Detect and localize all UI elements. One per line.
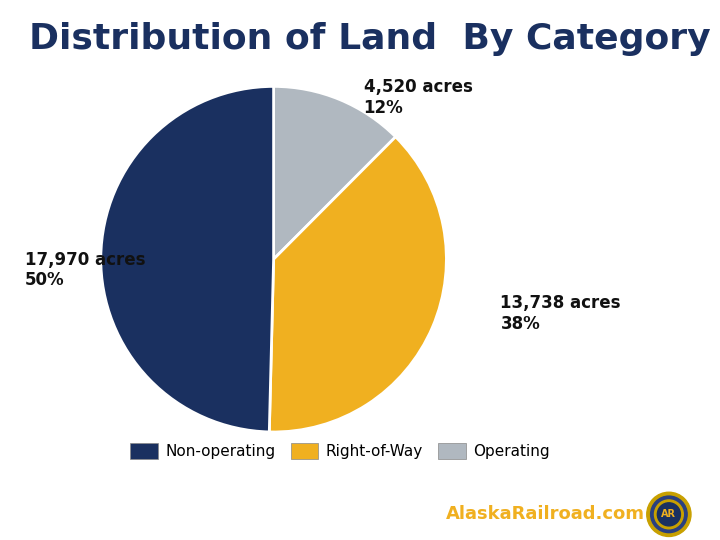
Wedge shape bbox=[101, 86, 274, 432]
Wedge shape bbox=[274, 86, 395, 259]
Text: Distribution of Land  By Category: Distribution of Land By Category bbox=[29, 22, 711, 56]
Circle shape bbox=[647, 492, 691, 536]
Circle shape bbox=[654, 500, 683, 529]
Circle shape bbox=[651, 496, 687, 532]
Text: 13,738 acres
38%: 13,738 acres 38% bbox=[500, 294, 621, 333]
Text: AR: AR bbox=[662, 509, 676, 519]
Wedge shape bbox=[269, 137, 446, 432]
Text: 17,970 acres
50%: 17,970 acres 50% bbox=[25, 251, 145, 289]
Text: AlaskaRailroad.com: AlaskaRailroad.com bbox=[446, 505, 645, 523]
Circle shape bbox=[657, 503, 680, 526]
Legend: Non-operating, Right-of-Way, Operating: Non-operating, Right-of-Way, Operating bbox=[130, 443, 550, 460]
Text: 12: 12 bbox=[22, 505, 49, 524]
Text: 4,520 acres
12%: 4,520 acres 12% bbox=[364, 78, 472, 117]
